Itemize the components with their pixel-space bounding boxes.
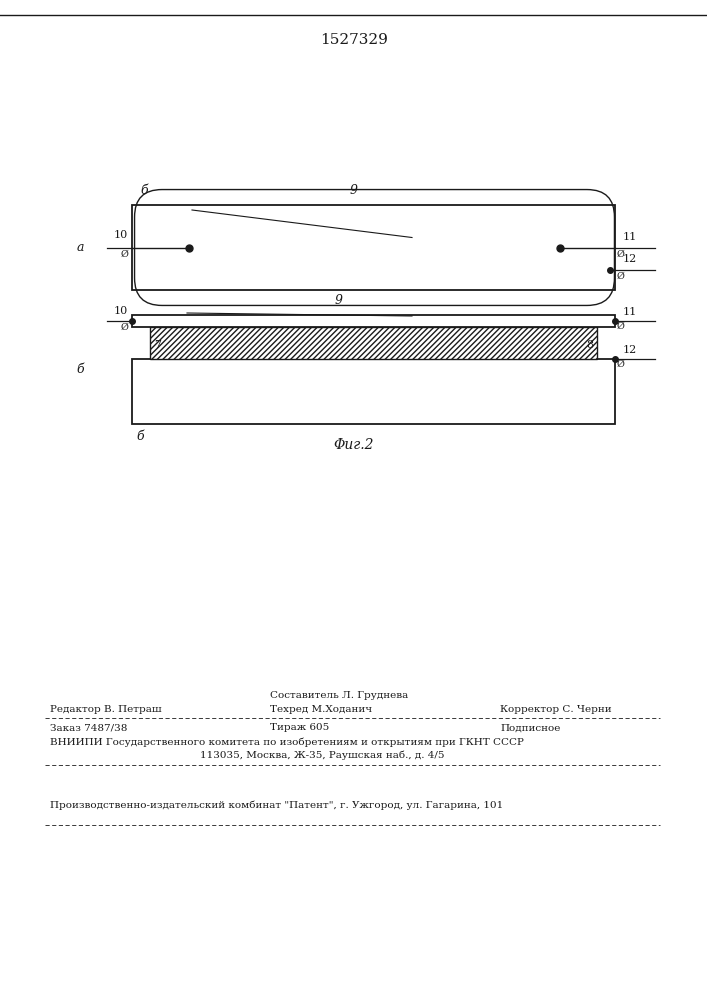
Text: 9: 9 <box>349 184 357 197</box>
Text: 1527329: 1527329 <box>320 33 388 47</box>
Text: 11: 11 <box>623 307 637 317</box>
Text: Подписное: Подписное <box>500 724 561 732</box>
Text: ВНИИПИ Государственного комитета по изобретениям и открытиям при ГКНТ СССР: ВНИИПИ Государственного комитета по изоб… <box>50 737 524 747</box>
Text: Заказ 7487/38: Заказ 7487/38 <box>50 724 127 732</box>
Text: Корректор С. Черни: Корректор С. Черни <box>500 704 612 714</box>
Text: 12: 12 <box>623 345 637 355</box>
Text: 11: 11 <box>623 232 637 242</box>
Text: б: б <box>140 184 148 197</box>
Bar <box>132 205 615 290</box>
Text: Ø: Ø <box>617 360 625 369</box>
Text: Ø: Ø <box>120 323 128 332</box>
Text: Ø: Ø <box>617 249 625 258</box>
Bar <box>150 327 597 359</box>
Text: 10: 10 <box>114 306 128 316</box>
Text: Производственно-издательский комбинат "Патент", г. Ужгород, ул. Гагарина, 101: Производственно-издательский комбинат "П… <box>50 800 503 810</box>
Text: 113035, Москва, Ж-35, Раушская наб., д. 4/5: 113035, Москва, Ж-35, Раушская наб., д. … <box>200 750 445 760</box>
Text: Ø: Ø <box>120 249 128 258</box>
Text: б: б <box>136 430 144 443</box>
Text: 7: 7 <box>154 340 161 350</box>
Text: 12: 12 <box>623 254 637 264</box>
Bar <box>132 359 615 424</box>
Bar <box>132 315 615 327</box>
Text: 10: 10 <box>114 230 128 239</box>
Text: б: б <box>76 363 84 376</box>
Text: 9: 9 <box>335 294 343 307</box>
Text: Φиг.2: Φиг.2 <box>334 438 374 452</box>
Text: Техред М.Ходанич: Техред М.Ходанич <box>270 704 372 714</box>
Text: Ø: Ø <box>617 271 625 280</box>
Text: Тираж 605: Тираж 605 <box>270 724 329 732</box>
Text: Редактор В. Петраш: Редактор В. Петраш <box>50 704 162 714</box>
Text: a: a <box>76 241 83 254</box>
Text: Ø: Ø <box>617 322 625 331</box>
Text: 8: 8 <box>586 340 593 350</box>
Text: Составитель Л. Груднева: Составитель Л. Груднева <box>270 691 408 700</box>
